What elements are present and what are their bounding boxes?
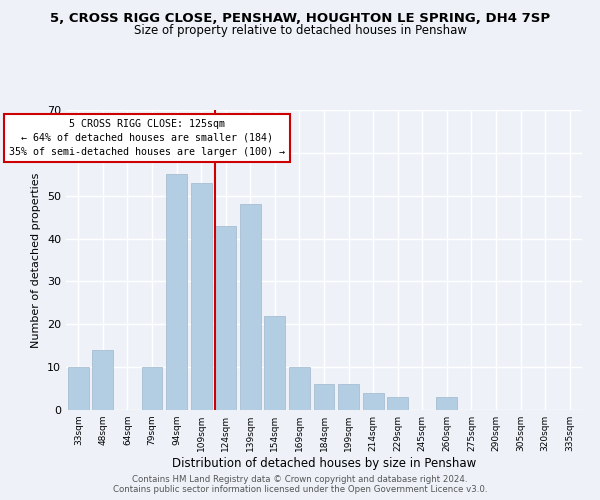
Y-axis label: Number of detached properties: Number of detached properties — [31, 172, 41, 348]
Bar — [314, 384, 334, 410]
Bar — [166, 174, 187, 410]
Text: Size of property relative to detached houses in Penshaw: Size of property relative to detached ho… — [133, 24, 467, 37]
Bar — [265, 316, 286, 410]
Text: 5, CROSS RIGG CLOSE, PENSHAW, HOUGHTON LE SPRING, DH4 7SP: 5, CROSS RIGG CLOSE, PENSHAW, HOUGHTON L… — [50, 12, 550, 26]
Bar — [362, 393, 383, 410]
Text: Contains public sector information licensed under the Open Government Licence v3: Contains public sector information licen… — [113, 485, 487, 494]
Bar — [142, 367, 163, 410]
X-axis label: Distribution of detached houses by size in Penshaw: Distribution of detached houses by size … — [172, 457, 476, 470]
Text: Contains HM Land Registry data © Crown copyright and database right 2024.: Contains HM Land Registry data © Crown c… — [132, 475, 468, 484]
Text: 5 CROSS RIGG CLOSE: 125sqm
← 64% of detached houses are smaller (184)
35% of sem: 5 CROSS RIGG CLOSE: 125sqm ← 64% of deta… — [9, 118, 285, 156]
Bar — [289, 367, 310, 410]
Bar — [387, 397, 408, 410]
Bar — [215, 226, 236, 410]
Bar — [240, 204, 261, 410]
Bar — [191, 183, 212, 410]
Bar — [436, 397, 457, 410]
Bar — [68, 367, 89, 410]
Bar — [92, 350, 113, 410]
Bar — [338, 384, 359, 410]
